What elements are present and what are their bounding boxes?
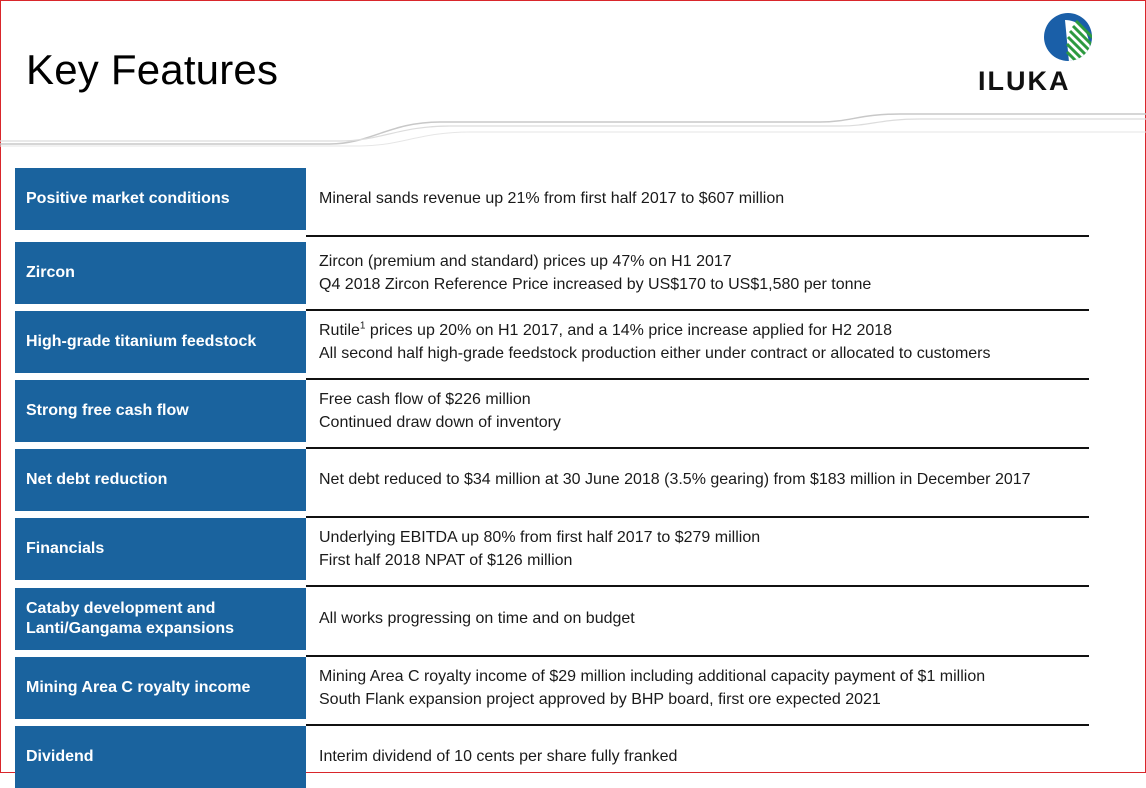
row-label: High-grade titanium feedstock [15, 311, 306, 373]
row-label: Strong free cash flow [15, 380, 306, 442]
row-description: All works progressing on time and on bud… [319, 588, 1089, 650]
logo-text: ILUKA [978, 66, 1071, 96]
description-line: Q4 2018 Zircon Reference Price increased… [319, 276, 872, 293]
footnote-marker: 1 [359, 320, 366, 332]
description-line: Continued draw down of inventory [319, 414, 561, 431]
decorative-swoosh [0, 113, 1146, 147]
row-divider [306, 724, 1089, 726]
description-line: Underlying EBITDA up 80% from first half… [319, 528, 761, 546]
description-line: All second half high-grade feedstock pro… [319, 345, 991, 362]
row-description: Free cash flow of $226 million Continued… [319, 380, 1089, 442]
description-line: First half 2018 NPAT of $126 million [319, 552, 573, 569]
rutile-text: Rutile [319, 321, 360, 339]
row-divider [306, 516, 1089, 518]
logo-globe-icon [1044, 13, 1092, 61]
iluka-logo: ILUKA [974, 8, 1096, 98]
row-label: Cataby development and Lanti/Gangama exp… [15, 588, 306, 650]
description-line: Interim dividend of 10 cents per share f… [319, 748, 678, 766]
row-divider [306, 235, 1089, 237]
row-divider [306, 378, 1089, 380]
table-row: Zircon Zircon (premium and standard) pri… [15, 242, 1089, 311]
description-line: Mineral sands revenue up 21% from first … [319, 190, 785, 208]
description-line: South Flank expansion project approved b… [319, 691, 881, 708]
row-description: Interim dividend of 10 cents per share f… [319, 726, 1089, 788]
row-label-line: Cataby development and [26, 600, 216, 617]
table-row: Strong free cash flow Free cash flow of … [15, 380, 1089, 449]
row-divider [306, 585, 1089, 587]
row-description: Zircon (premium and standard) prices up … [319, 242, 1089, 304]
row-label: Net debt reduction [15, 449, 306, 511]
table-row: High-grade titanium feedstock Rutile1 pr… [15, 311, 1089, 380]
table-row: Mining Area C royalty income Mining Area… [15, 657, 1089, 726]
row-label-line: Lanti/Gangama expansions [26, 620, 235, 637]
row-divider [306, 447, 1089, 449]
row-description: Rutile1 prices up 20% on H1 2017, and a … [319, 311, 1089, 373]
row-label: Zircon [15, 242, 306, 304]
table-row: Cataby development and Lanti/Gangama exp… [15, 588, 1089, 657]
row-divider [306, 309, 1089, 311]
row-label: Positive market conditions [15, 168, 306, 230]
description-line: Mining Area C royalty income of $29 mill… [319, 667, 986, 685]
description-line: Net debt reduced to $34 million at 30 Ju… [319, 471, 1031, 489]
description-line: All works progressing on time and on bud… [319, 610, 635, 628]
table-row: Positive market conditions Mineral sands… [15, 168, 1089, 237]
page-title: Key Features [26, 46, 279, 93]
description-line: Rutile1 prices up 20% on H1 2017, and a … [319, 319, 1089, 343]
description-line: Free cash flow of $226 million [319, 390, 531, 408]
row-description: Net debt reduced to $34 million at 30 Ju… [319, 449, 1089, 511]
row-label: Mining Area C royalty income [15, 657, 306, 719]
description-line: Zircon (premium and standard) prices up … [319, 252, 732, 270]
row-description: Mineral sands revenue up 21% from first … [319, 168, 1089, 230]
row-description: Mining Area C royalty income of $29 mill… [319, 657, 1089, 719]
table-row: Financials Underlying EBITDA up 80% from… [15, 518, 1089, 587]
table-row: Dividend Interim dividend of 10 cents pe… [15, 726, 1089, 788]
row-label: Dividend [15, 726, 306, 788]
row-label: Financials [15, 518, 306, 580]
row-description: Underlying EBITDA up 80% from first half… [319, 518, 1089, 580]
table-row: Net debt reduction Net debt reduced to $… [15, 449, 1089, 518]
row-divider [306, 655, 1089, 657]
rutile-price-text: prices up 20% on H1 2017, and a 14% pric… [365, 321, 893, 339]
